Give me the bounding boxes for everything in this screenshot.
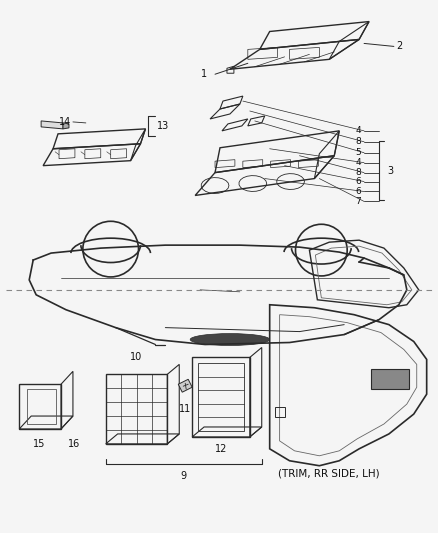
Text: 16: 16 — [68, 439, 80, 449]
Bar — [371, 369, 409, 389]
Text: 4: 4 — [356, 158, 361, 167]
Text: 9: 9 — [180, 471, 187, 481]
Text: 4: 4 — [356, 126, 361, 135]
Text: 11: 11 — [179, 404, 191, 414]
Text: 14: 14 — [59, 117, 71, 127]
Ellipse shape — [190, 334, 270, 345]
Text: (TRIM, RR SIDE, LH): (TRIM, RR SIDE, LH) — [278, 469, 379, 479]
Text: 5: 5 — [355, 148, 361, 157]
Text: 2: 2 — [396, 42, 402, 51]
Text: 7: 7 — [355, 197, 361, 206]
Text: 10: 10 — [131, 352, 143, 362]
Text: 8: 8 — [355, 138, 361, 146]
Text: 1: 1 — [201, 69, 207, 79]
Text: 6: 6 — [355, 177, 361, 186]
Polygon shape — [63, 123, 69, 129]
Text: 8: 8 — [355, 168, 361, 177]
Text: 3: 3 — [387, 166, 393, 175]
Polygon shape — [178, 379, 192, 392]
Text: 13: 13 — [157, 121, 170, 131]
Polygon shape — [41, 121, 63, 129]
Text: 12: 12 — [215, 444, 227, 454]
Text: 15: 15 — [33, 439, 46, 449]
Text: 6: 6 — [355, 187, 361, 196]
